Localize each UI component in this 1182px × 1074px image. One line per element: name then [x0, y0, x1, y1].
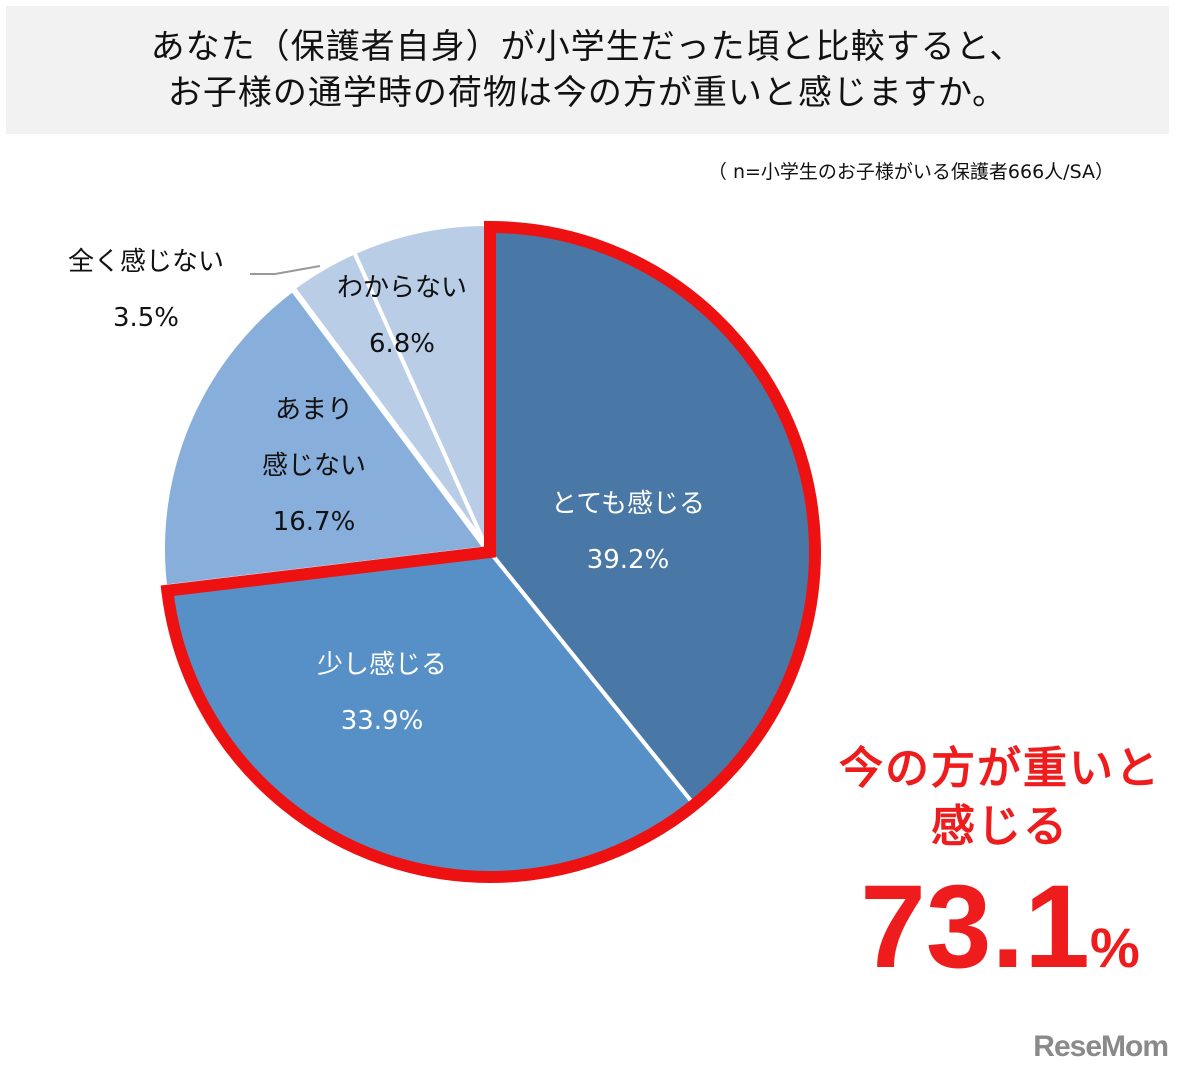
label-very-value: 39.2%: [586, 545, 670, 575]
label-notatall-name: 全く感じない: [67, 247, 225, 277]
label-dontknow-name: わからない: [336, 273, 468, 303]
resemom-logo: ReseMom: [1033, 1030, 1169, 1063]
label-notmuch-value: 16.7%: [272, 507, 356, 537]
label-dontknow-value: 6.8%: [368, 329, 436, 359]
label-notatall-value: 3.5%: [112, 303, 180, 333]
slice-dontknow: [351, 221, 489, 550]
label-very: とても感じる 39.2%: [551, 476, 705, 588]
label-notmuch-name-2: 感じない: [261, 451, 367, 481]
label-somewhat-value: 33.9%: [340, 706, 424, 736]
title-box: あなた（保護者自身）が小学生だった頃と比較すると、 お子様の通学時の荷物は今の方…: [6, 6, 1169, 134]
highlight-outline: [160, 220, 821, 883]
callout-value: 73.1%: [820, 862, 1180, 1013]
highlight-callout: 今の方が重いと 感じる 73.1%: [820, 740, 1180, 1013]
chart-title-line-1: あなた（保護者自身）が小学生だった頃と比較すると、: [150, 27, 1025, 67]
chart-title-line-2: お子様の通学時の荷物は今の方が重いと感じますか。: [167, 73, 1008, 113]
label-somewhat: 少し感じる 33.9%: [317, 637, 447, 749]
sample-size-note: （ n=小学生のお子様がいる保護者666人/SA）: [707, 161, 1114, 183]
label-notatall: 全く感じない 3.5%: [68, 234, 224, 346]
label-somewhat-name: 少し感じる: [316, 650, 448, 680]
leader-line-notatall: [250, 265, 321, 275]
slice-notmuch: [159, 284, 493, 592]
callout-line-2: 感じる: [931, 801, 1069, 852]
label-notmuch-name-1: あまり: [274, 395, 354, 425]
label-dontknow: わからない 6.8%: [337, 260, 467, 372]
label-notmuch: あまり 感じない 16.7%: [262, 382, 366, 550]
callout-number: 73.1: [860, 861, 1090, 993]
label-very-name: とても感じる: [551, 489, 705, 519]
callout-unit: %: [1089, 916, 1140, 979]
callout-line-1: 今の方が重いと: [839, 743, 1161, 794]
